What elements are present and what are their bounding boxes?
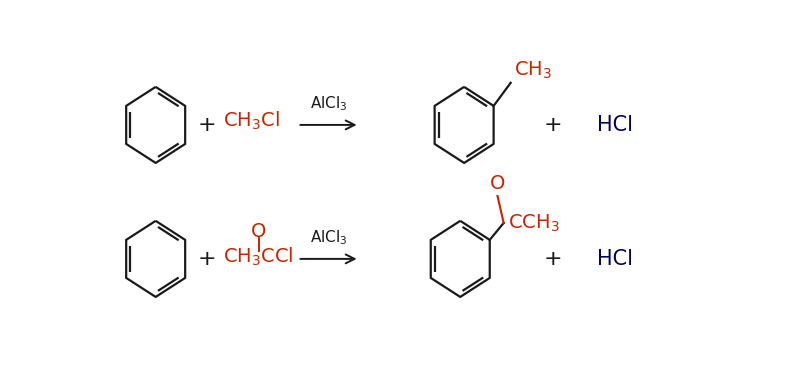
Text: CCH$_3$: CCH$_3$ bbox=[507, 212, 559, 234]
Text: CH$_3$: CH$_3$ bbox=[514, 60, 552, 81]
Text: CH$_3$CCl: CH$_3$CCl bbox=[224, 246, 294, 269]
Text: +: + bbox=[197, 115, 217, 135]
Text: CH$_3$Cl: CH$_3$Cl bbox=[223, 110, 280, 132]
Text: +: + bbox=[197, 249, 217, 269]
Text: AlCl$_3$: AlCl$_3$ bbox=[310, 95, 348, 113]
Text: HCl: HCl bbox=[597, 249, 634, 269]
Text: AlCl$_3$: AlCl$_3$ bbox=[310, 229, 348, 247]
Text: HCl: HCl bbox=[597, 115, 634, 135]
Text: +: + bbox=[544, 249, 562, 269]
Text: +: + bbox=[544, 115, 562, 135]
Text: O: O bbox=[490, 174, 505, 193]
Text: O: O bbox=[251, 222, 266, 241]
